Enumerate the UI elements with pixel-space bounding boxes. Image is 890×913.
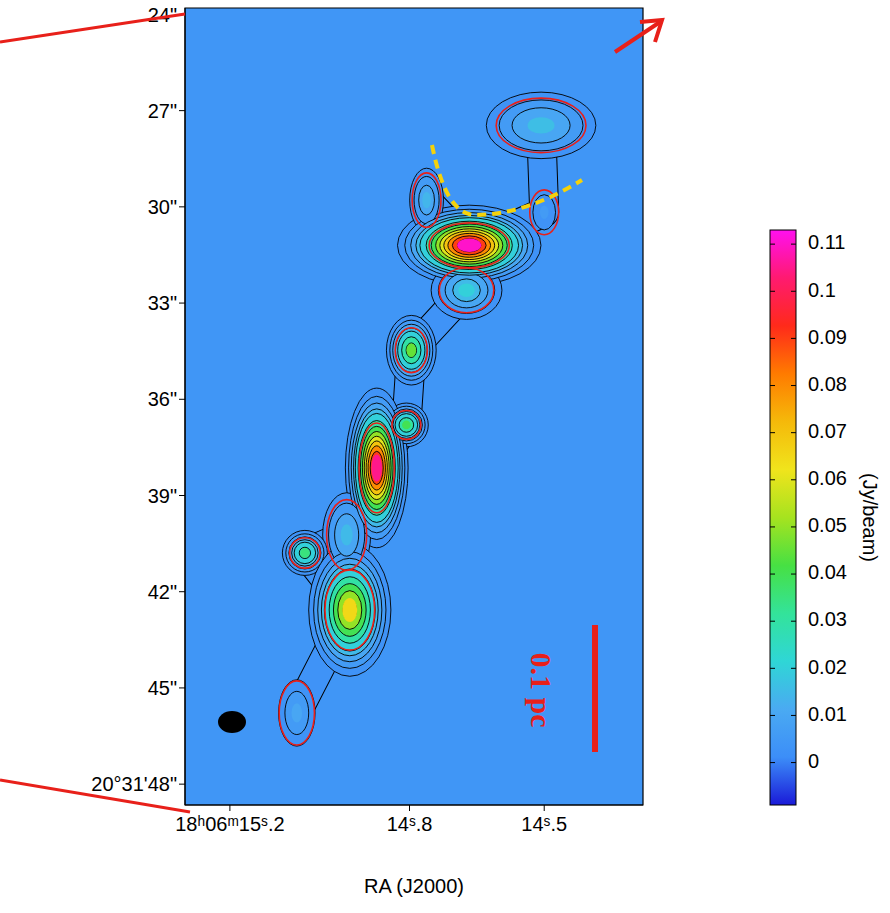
svg-text:RA (J2000): RA (J2000)	[364, 875, 464, 897]
svg-text:45": 45"	[148, 677, 177, 699]
svg-text:27": 27"	[148, 100, 177, 122]
svg-text:0.01: 0.01	[808, 703, 847, 725]
svg-text:0: 0	[808, 750, 819, 772]
svg-text:14ˢ.5: 14ˢ.5	[521, 813, 567, 835]
svg-text:14ˢ.8: 14ˢ.8	[387, 813, 433, 835]
svg-text:0.08: 0.08	[808, 373, 847, 395]
svg-text:0.03: 0.03	[808, 608, 847, 630]
svg-text:0.09: 0.09	[808, 326, 847, 348]
svg-text:36": 36"	[148, 388, 177, 410]
svg-text:0.1 pc: 0.1 pc	[525, 653, 558, 728]
svg-text:0.11: 0.11	[808, 231, 845, 253]
svg-text:39": 39"	[148, 485, 177, 507]
svg-text:30": 30"	[148, 196, 177, 218]
svg-text:42": 42"	[148, 581, 177, 603]
svg-text:24": 24"	[148, 4, 177, 26]
svg-text:0.04: 0.04	[808, 561, 847, 583]
svg-text:0.1: 0.1	[808, 279, 836, 301]
svg-text:(Jy/beam): (Jy/beam)	[859, 473, 881, 562]
svg-text:0.02: 0.02	[808, 656, 847, 678]
svg-text:0.07: 0.07	[808, 420, 847, 442]
svg-text:20°31'48": 20°31'48"	[91, 773, 177, 795]
svg-text:0.05: 0.05	[808, 514, 847, 536]
svg-text:33": 33"	[148, 292, 177, 314]
svg-text:18ʰ06ᵐ15ˢ.2: 18ʰ06ᵐ15ˢ.2	[175, 813, 284, 835]
svg-text:0.06: 0.06	[808, 467, 847, 489]
